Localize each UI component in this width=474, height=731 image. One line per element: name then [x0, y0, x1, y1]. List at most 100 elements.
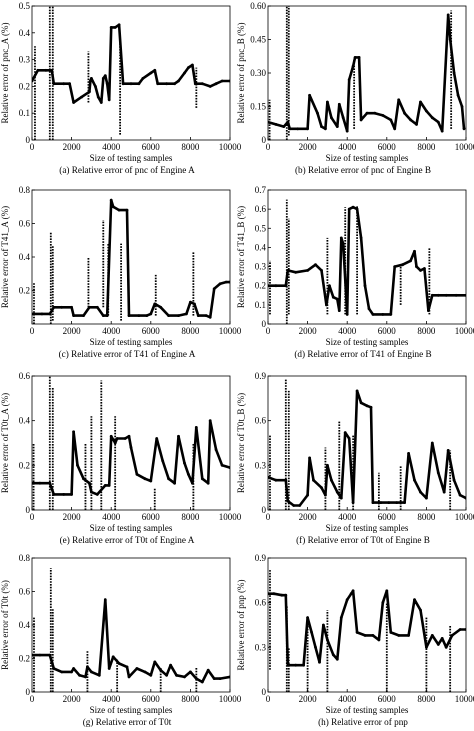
data-point	[430, 116, 434, 120]
data-point	[72, 667, 75, 670]
data-point	[187, 66, 190, 69]
panel-caption: (a) Relative error of pnc of Engine A	[59, 165, 195, 175]
data-point	[452, 71, 456, 75]
data-point	[371, 501, 375, 504]
y-tick-label: 0	[262, 687, 267, 697]
x-axis-label: Size of testing samples	[90, 523, 173, 533]
data-point	[393, 127, 397, 131]
x-tick-label: 4000	[102, 326, 121, 336]
data-point	[331, 295, 335, 299]
x-tick-label: 2000	[63, 694, 82, 704]
data-point	[442, 490, 446, 494]
data-point	[137, 314, 141, 317]
data-point	[345, 313, 349, 316]
y-tick-label: 0.3	[19, 55, 31, 65]
x-tick-label: 10000	[455, 512, 474, 522]
data-point	[326, 463, 329, 467]
data-point	[403, 111, 406, 115]
data-point	[341, 116, 345, 120]
data-point	[218, 282, 222, 286]
x-tick-label: 4000	[338, 694, 357, 704]
plot-frame	[267, 557, 467, 693]
data-point	[208, 315, 212, 319]
series-group	[268, 199, 466, 324]
data-point	[72, 101, 75, 104]
data-point	[127, 434, 131, 438]
data-point	[310, 631, 313, 634]
data-point	[365, 404, 369, 408]
data-point	[165, 673, 169, 677]
data-point	[316, 111, 319, 115]
data-point	[419, 100, 422, 104]
data-point	[208, 419, 212, 423]
y-tick-label: 0	[262, 505, 267, 515]
y-tick-label: 0.60	[250, 1, 266, 11]
x-tick-label: 6000	[142, 512, 161, 522]
data-point	[90, 670, 93, 674]
data-point	[127, 675, 131, 679]
data-point	[149, 71, 153, 75]
panel-c: 0 2000 4000 6000 8000 10000 0.2 0.4 0.6 0.8 Relati…	[0, 185, 242, 359]
data-point	[111, 205, 115, 209]
data-point	[403, 501, 406, 504]
data-point	[220, 463, 224, 467]
y-tick-label: 0.2	[19, 81, 30, 91]
y-tick-label: 0.6	[255, 598, 267, 608]
x-tick-label: 2000	[299, 512, 318, 522]
y-tick-label: 0	[262, 135, 267, 145]
data-point	[320, 486, 323, 490]
x-tick-label: 2000	[299, 694, 318, 704]
data-point	[436, 471, 440, 475]
data-point	[425, 109, 428, 113]
data-point	[32, 79, 34, 83]
data-point	[389, 313, 393, 316]
data-point	[204, 314, 208, 317]
data-point	[177, 314, 180, 317]
y-tick-label: 0	[26, 135, 31, 145]
data-point	[173, 481, 177, 485]
x-tick-label: 0	[266, 326, 271, 336]
x-tick-label: 8000	[417, 694, 436, 704]
data-point	[228, 466, 230, 469]
data-point	[335, 125, 339, 128]
data-point	[464, 496, 466, 500]
y-tick-label: 0.2	[19, 286, 30, 296]
data-point	[330, 478, 333, 482]
data-point	[220, 79, 224, 83]
x-tick-label: 10000	[219, 142, 242, 152]
data-point	[99, 101, 103, 104]
data-point	[389, 631, 393, 634]
data-point	[121, 82, 125, 86]
data-point	[373, 111, 377, 115]
data-point	[343, 431, 347, 434]
panel-e: 0 2000 4000 6000 8000 10000 0 0.2 0.4 0.6 Relative…	[0, 371, 242, 545]
data-point	[113, 26, 117, 29]
data-point	[296, 127, 300, 131]
data-point	[212, 677, 216, 680]
data-point	[135, 472, 139, 476]
data-point	[379, 501, 383, 504]
data-point	[274, 284, 278, 288]
data-point	[117, 208, 121, 212]
x-tick-label: 8000	[417, 142, 436, 152]
data-point	[95, 305, 99, 309]
series-line	[268, 13, 466, 133]
data-point	[228, 280, 230, 284]
x-axis-label: Size of testing samples	[90, 337, 173, 347]
data-point	[40, 312, 44, 316]
data-point	[214, 82, 218, 86]
data-point	[103, 74, 107, 78]
y-tick-label: 0.4	[19, 620, 31, 630]
data-point	[430, 293, 434, 297]
y-tick-label: 0.6	[19, 371, 31, 381]
data-point	[308, 93, 311, 97]
x-tick-label: 0	[30, 694, 35, 704]
x-tick-label: 0	[30, 326, 35, 336]
x-tick-label: 8000	[181, 694, 200, 704]
data-point	[169, 663, 173, 667]
data-point	[153, 660, 157, 664]
panel-h: 0 2000 4000 6000 8000 10000 0 0.3 0.6 0.9 Relative…	[236, 553, 474, 727]
data-point	[353, 56, 357, 59]
data-point	[167, 314, 171, 317]
data-point	[62, 493, 66, 496]
